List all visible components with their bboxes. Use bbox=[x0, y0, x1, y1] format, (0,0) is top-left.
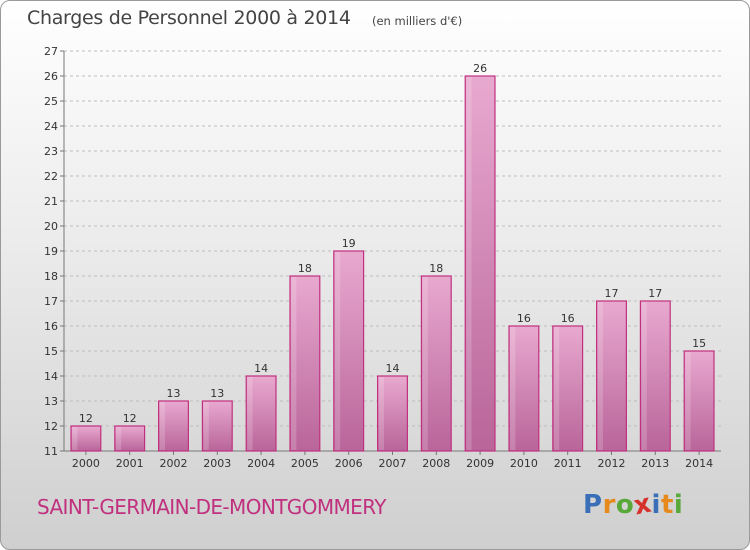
x-tick-label: 2013 bbox=[641, 457, 669, 470]
bar-2012 bbox=[596, 300, 627, 452]
bar-2014 bbox=[683, 350, 715, 452]
bar-highlight bbox=[378, 377, 384, 450]
bar-2010 bbox=[508, 325, 540, 452]
bar-2001 bbox=[114, 425, 146, 452]
bar-2013 bbox=[639, 300, 671, 452]
x-tick-label: 2006 bbox=[335, 457, 363, 470]
bar-highlight bbox=[72, 427, 78, 450]
y-tick-label: 15 bbox=[44, 345, 58, 358]
logo-letter: P bbox=[583, 490, 603, 520]
bar-highlight bbox=[466, 77, 472, 450]
data-label: 18 bbox=[298, 262, 312, 275]
bar-2004 bbox=[245, 375, 277, 452]
bar-highlight bbox=[597, 302, 603, 450]
y-tick-label: 11 bbox=[44, 445, 58, 458]
bar-highlight bbox=[685, 352, 691, 450]
y-tick-label: 14 bbox=[44, 370, 58, 383]
data-label: 13 bbox=[210, 387, 224, 400]
x-tick-label: 2005 bbox=[291, 457, 319, 470]
bar-2003 bbox=[201, 400, 233, 452]
chart-subtitle: (en milliers d'€) bbox=[372, 14, 463, 28]
y-tick-label: 22 bbox=[44, 170, 58, 183]
bar-2007 bbox=[377, 375, 408, 452]
x-tick-label: 2009 bbox=[466, 457, 494, 470]
bar-highlight bbox=[334, 252, 341, 450]
y-tick-label: 23 bbox=[44, 145, 58, 158]
logo-letter: r bbox=[602, 490, 616, 520]
data-label: 12 bbox=[79, 412, 93, 425]
data-label: 17 bbox=[648, 287, 662, 300]
data-label: 16 bbox=[561, 312, 575, 325]
commune-name: SAINT-GERMAIN-DE-MONTGOMMERY bbox=[37, 495, 386, 519]
x-tick-label: 2002 bbox=[160, 457, 188, 470]
y-tick-label: 18 bbox=[44, 270, 58, 283]
bar-2000 bbox=[70, 425, 102, 452]
data-label: 16 bbox=[517, 312, 531, 325]
x-tick-label: 2011 bbox=[554, 457, 582, 470]
data-label: 19 bbox=[342, 237, 356, 250]
y-tick-label: 16 bbox=[44, 320, 58, 333]
data-label: 14 bbox=[254, 362, 268, 375]
logo-letter: i bbox=[651, 490, 661, 520]
bar-highlight bbox=[422, 277, 428, 450]
data-label: 12 bbox=[123, 412, 137, 425]
x-tick-label: 2014 bbox=[685, 457, 713, 470]
y-tick-label: 17 bbox=[44, 295, 58, 308]
x-tick-label: 2004 bbox=[247, 457, 275, 470]
data-label: 13 bbox=[167, 387, 181, 400]
bar-highlight bbox=[115, 427, 122, 450]
bar-2008 bbox=[420, 275, 452, 452]
bar-2011 bbox=[552, 325, 584, 452]
y-tick-label: 21 bbox=[44, 195, 58, 208]
y-tick-label: 20 bbox=[44, 220, 58, 233]
logo-letter: i bbox=[673, 490, 684, 520]
x-tick-label: 2001 bbox=[116, 457, 144, 470]
bar-highlight bbox=[159, 402, 165, 450]
y-tick-label: 19 bbox=[44, 245, 58, 258]
data-label: 17 bbox=[605, 287, 619, 300]
bar-highlight bbox=[247, 377, 253, 450]
bar-highlight bbox=[510, 327, 516, 450]
bar-2009 bbox=[464, 75, 496, 452]
x-tick-label: 2012 bbox=[598, 457, 626, 470]
data-label: 26 bbox=[473, 62, 487, 75]
bar-highlight bbox=[553, 327, 560, 450]
bar-highlight bbox=[291, 277, 297, 450]
data-label: 14 bbox=[386, 362, 400, 375]
data-label: 15 bbox=[692, 337, 706, 350]
y-tick-label: 13 bbox=[44, 395, 58, 408]
bar-highlight bbox=[641, 302, 647, 450]
data-labels: 12 12 13 13 14 18 19 14 18 26 16 16 17 17 15 bbox=[79, 62, 706, 425]
bar-2002 bbox=[158, 400, 189, 452]
y-tick-label: 24 bbox=[44, 120, 58, 133]
data-label: 18 bbox=[429, 262, 443, 275]
x-tick-label: 2007 bbox=[379, 457, 407, 470]
x-tick-label: 2003 bbox=[203, 457, 231, 470]
logo-letter: t bbox=[660, 490, 674, 520]
x-tick-label: 2008 bbox=[422, 457, 450, 470]
logo-letter: o bbox=[615, 490, 635, 520]
y-tick-label: 26 bbox=[44, 70, 58, 83]
bars bbox=[70, 75, 715, 452]
bar-2005 bbox=[289, 275, 321, 452]
bar-highlight bbox=[203, 402, 209, 450]
proxiti-logo[interactable]: Proxiti bbox=[583, 489, 684, 522]
x-tick-label: 2000 bbox=[72, 457, 100, 470]
x-tick-label: 2010 bbox=[510, 457, 538, 470]
chart-title: Charges de Personnel 2000 à 2014 bbox=[27, 7, 351, 29]
bar-2006 bbox=[333, 250, 365, 452]
y-tick-label: 25 bbox=[44, 95, 58, 108]
y-tick-label: 12 bbox=[44, 420, 58, 433]
y-tick-label: 27 bbox=[44, 45, 58, 58]
